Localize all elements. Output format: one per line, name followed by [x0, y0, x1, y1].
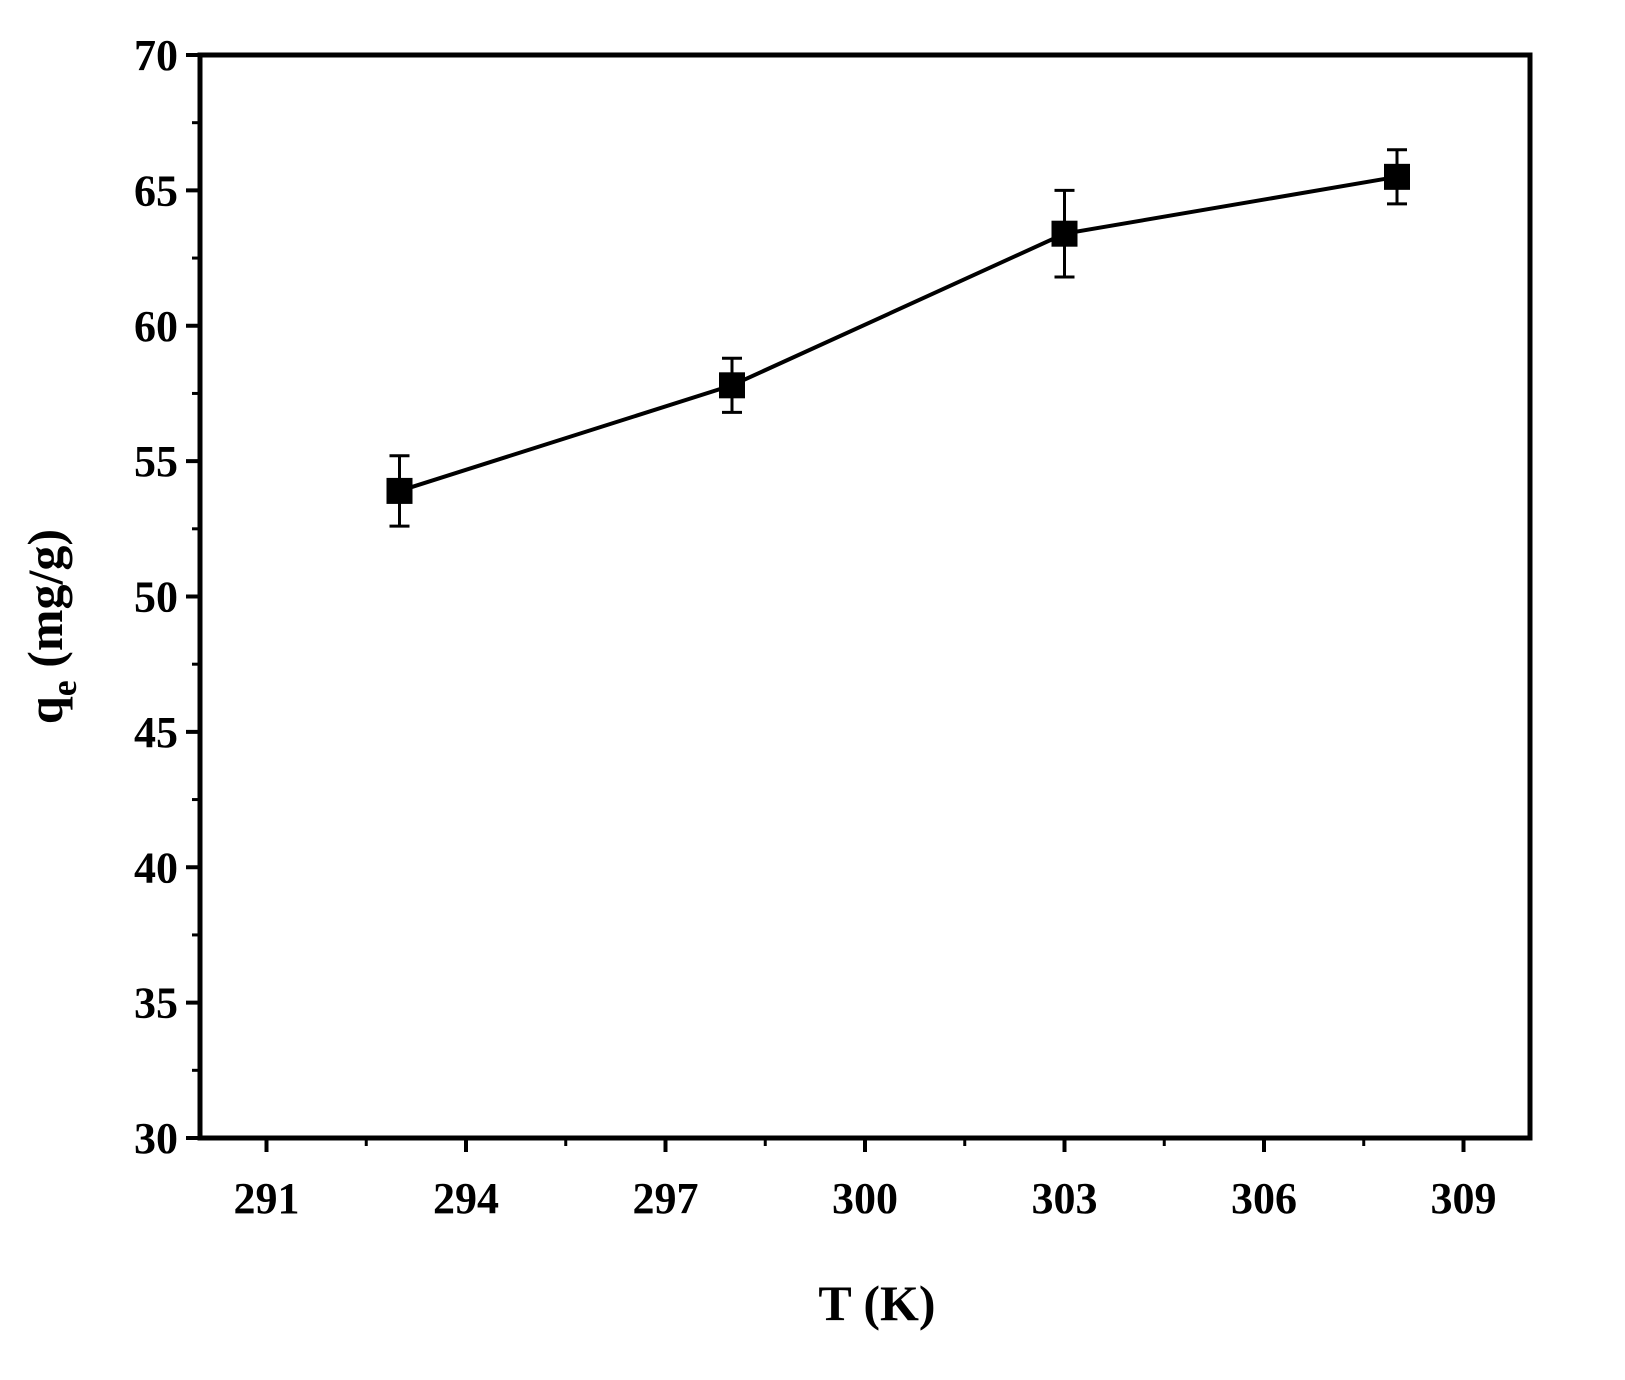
y-tick-label: 70 [134, 31, 178, 80]
series-line [398, 174, 1398, 493]
x-tick-label: 294 [433, 1174, 499, 1223]
x-tick-label: 300 [832, 1174, 898, 1223]
y-tick-label: 60 [134, 302, 178, 351]
y-tick-label: 30 [134, 1114, 178, 1163]
series-layer [386, 148, 1410, 528]
y-axis-title-subscript: e [44, 680, 84, 696]
y-axis-title-main: q [17, 696, 73, 724]
data-point [719, 372, 745, 399]
x-tick-label: 297 [633, 1174, 699, 1223]
data-point [1051, 220, 1078, 247]
y-tick-label: 65 [134, 166, 178, 215]
y-axis-title-unit: (mg/g) [17, 529, 73, 680]
x-tick-label: 306 [1231, 1174, 1297, 1223]
y-tick-label: 55 [134, 437, 178, 486]
y-axis-title: qe (mg/g) [17, 529, 84, 724]
x-tick-label: 309 [1431, 1174, 1497, 1223]
y-tick-label: 45 [134, 708, 178, 757]
ticks-layer: 291 294 297 300 303 306 309 30 35 40 45 50 55 60 65 70 [134, 31, 1497, 1223]
x-tick-label: 303 [1032, 1174, 1098, 1223]
y-tick-label: 40 [134, 843, 178, 892]
data-point [1384, 163, 1410, 190]
data-point [386, 477, 413, 504]
x-tick-label: 291 [234, 1174, 300, 1223]
plot-frame [197, 52, 1533, 1141]
y-tick-label: 35 [134, 979, 178, 1028]
x-axis-title: T (K) [818, 1275, 935, 1331]
y-tick-label: 50 [134, 573, 178, 622]
